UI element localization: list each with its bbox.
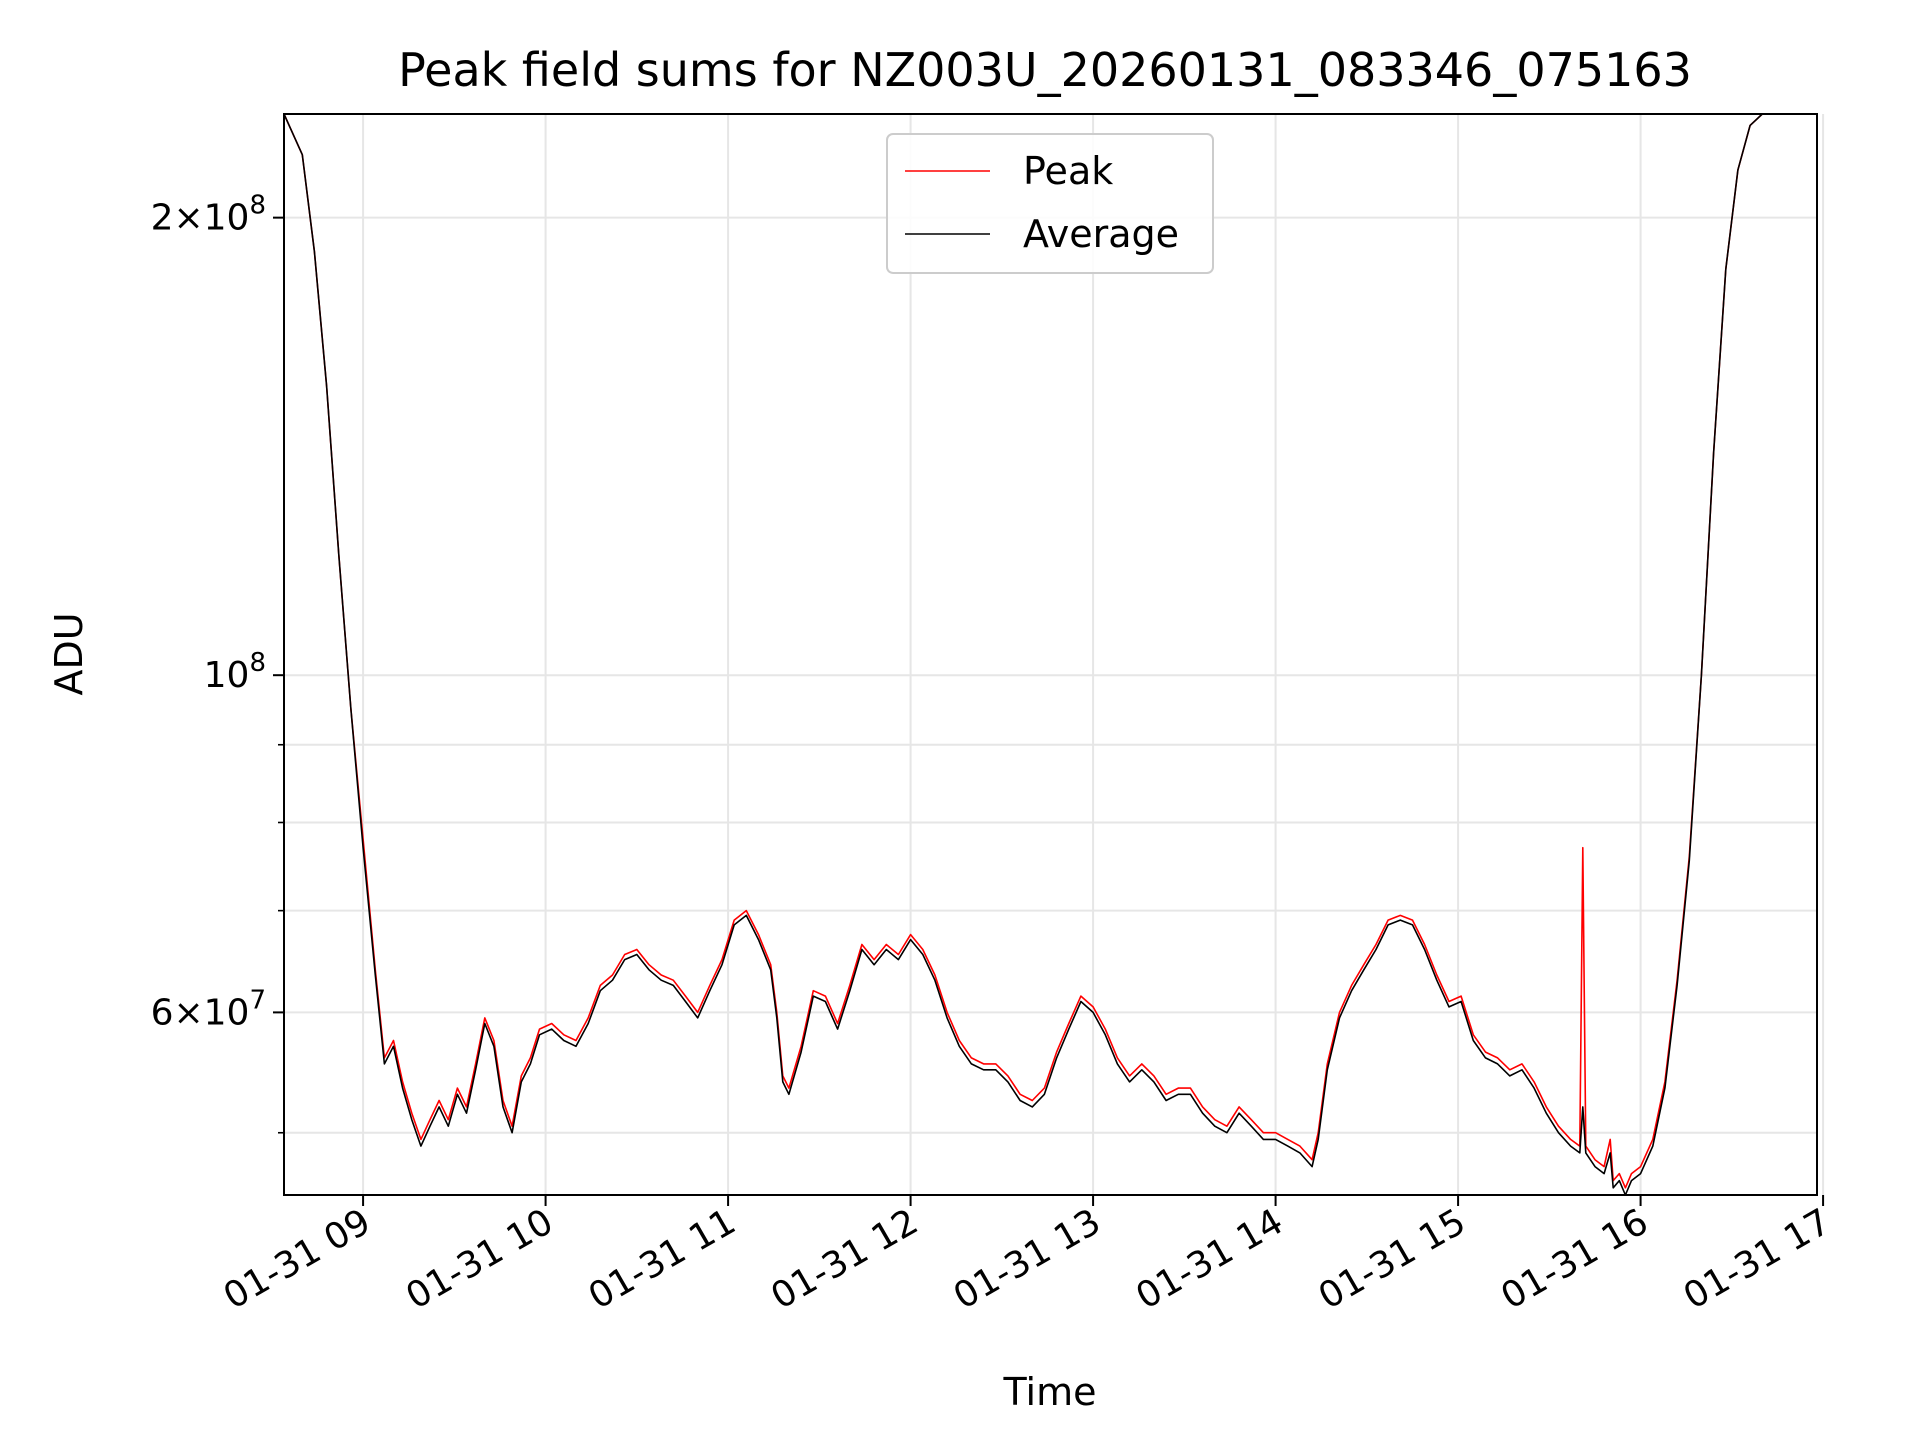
series-line-peak — [283, 113, 1763, 1189]
series-layer — [283, 113, 1763, 1196]
legend: Peak Average — [886, 133, 1214, 274]
chart-title: Peak field sums for NZ003U_20260131_0833… — [398, 43, 1692, 97]
series-line-average — [283, 113, 1763, 1196]
y-tick-label: 2×108 — [151, 191, 266, 239]
y-tick-label: 108 — [204, 648, 266, 696]
legend-label-average: Average — [1023, 212, 1179, 256]
x-axis-label: Time — [1003, 1370, 1097, 1414]
legend-box — [886, 133, 1214, 274]
legend-label-peak: Peak — [1023, 149, 1113, 193]
y-tick-label: 6×107 — [151, 985, 266, 1033]
y-axis-label: ADU — [47, 612, 91, 695]
plot-frame — [283, 113, 1818, 1196]
